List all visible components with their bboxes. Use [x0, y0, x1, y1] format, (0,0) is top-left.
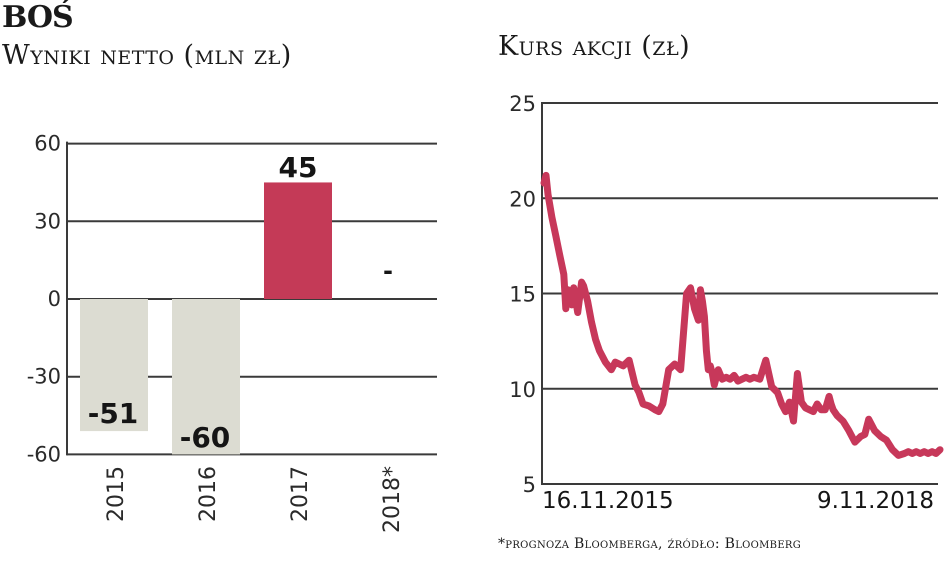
data-label: - — [383, 257, 393, 285]
share-price-title: Kurs akcji (zł) — [498, 31, 691, 62]
y-tick-label: 20 — [509, 187, 536, 211]
y-tick-label: 5 — [523, 473, 536, 497]
x-category-label: 2018* — [380, 466, 405, 533]
source-footnote: *prognoza Bloomberga, źródło: Bloomberg — [498, 536, 802, 552]
data-label: -60 — [180, 421, 231, 454]
y-tick-label: 0 — [48, 287, 61, 311]
y-tick-label: -60 — [27, 442, 61, 466]
data-label: -51 — [88, 397, 139, 430]
bar-2017 — [264, 182, 332, 299]
y-tick-label: 15 — [509, 283, 536, 307]
bank-name: BOŚ — [2, 0, 74, 35]
bar-2015 — [80, 299, 148, 432]
y-tick-label: 25 — [509, 92, 536, 116]
x-end-date-label: 9.11.2018 — [817, 488, 934, 514]
x-category-label: 2017 — [288, 466, 313, 522]
y-tick-label: 30 — [34, 209, 61, 233]
net-results-bar-chart: 60 30 0 -30 -60 -51 -60 45 - 2015 2016 2017 2018* — [27, 132, 437, 533]
price-line — [540, 171, 944, 459]
y-tick-label: 60 — [34, 132, 61, 156]
bar-2016 — [172, 299, 240, 455]
x-start-date-label: 16.11.2015 — [542, 488, 674, 514]
y-tick-label: -30 — [27, 365, 61, 389]
y-tick-label: 10 — [509, 378, 536, 402]
x-category-label: 2015 — [104, 466, 129, 522]
data-label: 45 — [279, 151, 318, 184]
x-category-label: 2016 — [196, 466, 221, 522]
net-results-title: Wyniki netto (mln zł) — [2, 40, 292, 71]
